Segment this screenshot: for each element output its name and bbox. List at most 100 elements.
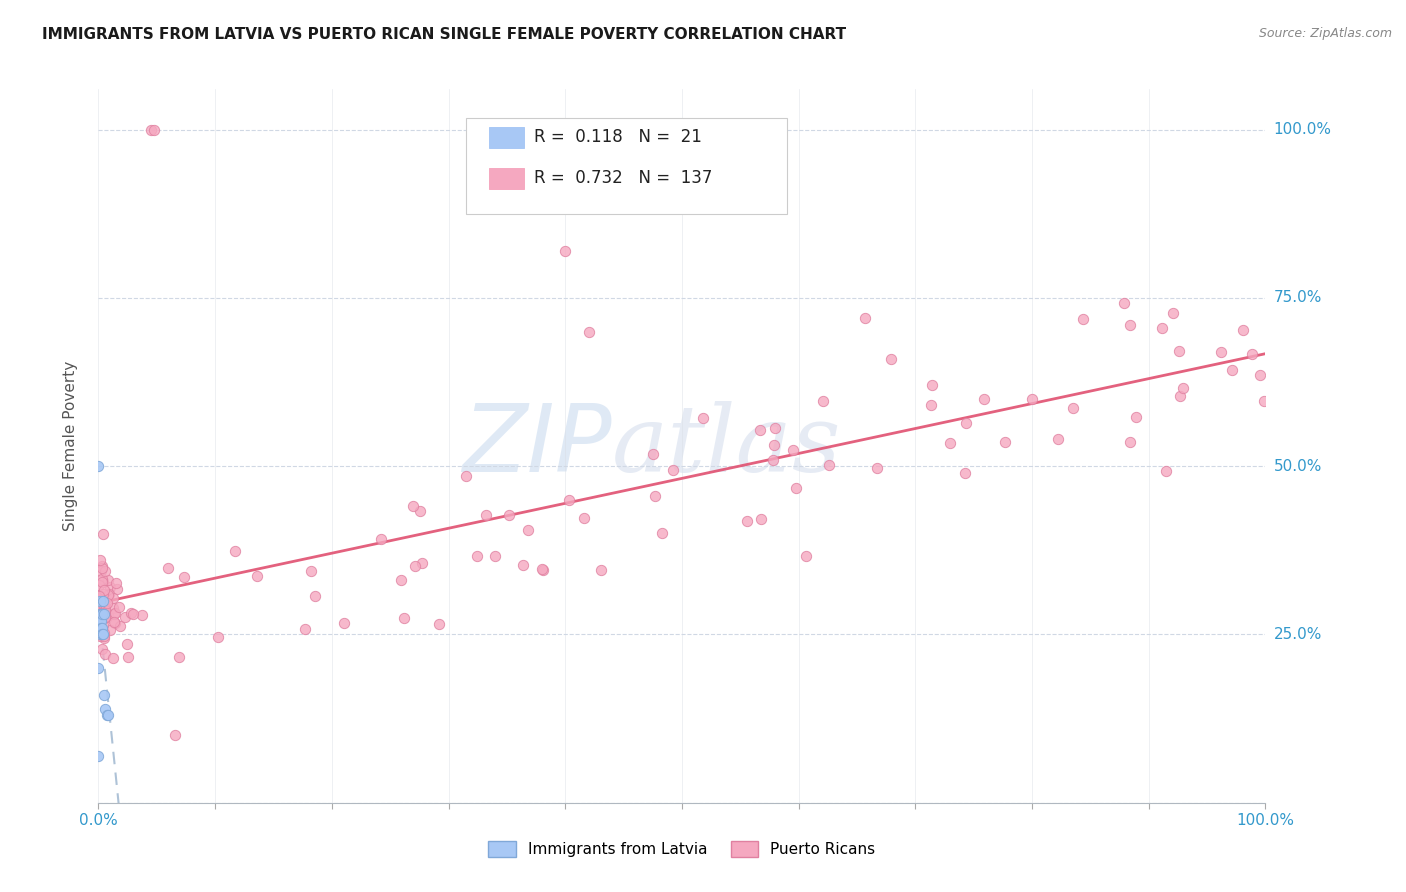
Point xyxy=(87,748,110,763)
Point xyxy=(100,623,122,637)
Point xyxy=(1073,312,1095,326)
Point xyxy=(90,621,112,635)
Bar xyxy=(489,127,524,148)
Point xyxy=(104,607,127,621)
Point xyxy=(120,607,142,621)
FancyBboxPatch shape xyxy=(465,118,787,214)
Point xyxy=(1112,296,1135,310)
Y-axis label: Single Female Poverty: Single Female Poverty xyxy=(63,361,77,531)
Point xyxy=(96,607,118,622)
Text: 75.0%: 75.0% xyxy=(1274,291,1322,305)
Point xyxy=(91,627,114,641)
Point xyxy=(104,615,127,630)
Point xyxy=(89,607,111,622)
Point xyxy=(1253,393,1275,408)
Point xyxy=(91,587,114,601)
Point xyxy=(97,587,120,601)
Point xyxy=(103,607,125,621)
Point xyxy=(1156,464,1178,478)
Point xyxy=(89,599,111,613)
Point xyxy=(89,628,111,642)
Point xyxy=(404,558,426,573)
Point xyxy=(643,447,665,461)
Point xyxy=(456,469,478,483)
Point xyxy=(429,617,451,632)
Point xyxy=(207,630,229,644)
Point xyxy=(955,466,977,480)
Point xyxy=(1232,323,1254,337)
Point xyxy=(955,417,977,431)
Point xyxy=(512,558,534,572)
Point xyxy=(89,607,111,622)
Point xyxy=(1125,410,1147,425)
Point xyxy=(411,556,433,570)
Point xyxy=(97,708,120,723)
Point xyxy=(90,606,112,620)
Point xyxy=(465,549,488,563)
Point xyxy=(475,508,498,522)
Point xyxy=(1119,318,1142,332)
Point xyxy=(921,378,943,392)
Point xyxy=(105,575,128,590)
Point xyxy=(811,394,834,409)
Point xyxy=(591,563,613,577)
Point xyxy=(90,607,112,622)
Point xyxy=(91,594,114,608)
Point xyxy=(531,563,554,577)
Point xyxy=(89,614,111,628)
Point xyxy=(100,580,122,594)
Point xyxy=(94,609,117,624)
Point xyxy=(299,564,322,578)
Point xyxy=(370,532,392,546)
Text: 25.0%: 25.0% xyxy=(1274,627,1322,642)
Point xyxy=(157,561,180,575)
Point xyxy=(93,631,115,645)
Point xyxy=(1161,306,1184,320)
Point xyxy=(87,613,110,627)
Point xyxy=(558,493,581,508)
Point xyxy=(93,607,115,622)
Point xyxy=(409,504,432,518)
Point xyxy=(131,607,153,622)
Point xyxy=(89,621,111,635)
Point xyxy=(89,627,111,641)
Point xyxy=(94,603,117,617)
Point xyxy=(101,601,124,615)
Point xyxy=(1047,433,1070,447)
Point xyxy=(96,708,118,723)
Point xyxy=(91,561,114,575)
Point xyxy=(93,688,115,702)
Point xyxy=(143,122,166,136)
Point xyxy=(89,592,111,607)
Point xyxy=(101,591,124,605)
Point xyxy=(333,615,356,630)
Point xyxy=(91,574,114,589)
Point xyxy=(246,568,269,582)
Text: 100.0%: 100.0% xyxy=(1274,122,1331,137)
Point xyxy=(1209,345,1232,359)
Point xyxy=(1220,363,1243,377)
Point xyxy=(90,614,112,628)
Point xyxy=(763,438,786,452)
Point xyxy=(91,526,114,541)
Point xyxy=(692,410,714,425)
Point xyxy=(101,651,124,665)
Point xyxy=(389,573,412,587)
Point xyxy=(1119,435,1142,450)
Point xyxy=(87,459,110,474)
Text: IMMIGRANTS FROM LATVIA VS PUERTO RICAN SINGLE FEMALE POVERTY CORRELATION CHART: IMMIGRANTS FROM LATVIA VS PUERTO RICAN S… xyxy=(42,27,846,42)
Point xyxy=(90,607,112,622)
Point xyxy=(94,564,117,578)
Point xyxy=(782,443,804,458)
Point xyxy=(87,578,110,592)
Point xyxy=(103,615,125,629)
Point xyxy=(294,622,316,636)
Legend: Immigrants from Latvia, Puerto Ricans: Immigrants from Latvia, Puerto Ricans xyxy=(482,835,882,863)
Point xyxy=(762,453,785,467)
Point xyxy=(794,549,817,563)
Point xyxy=(97,573,120,587)
Point xyxy=(1249,368,1271,383)
Text: ZIP: ZIP xyxy=(463,401,612,491)
Point xyxy=(644,489,666,503)
Point xyxy=(651,526,673,541)
